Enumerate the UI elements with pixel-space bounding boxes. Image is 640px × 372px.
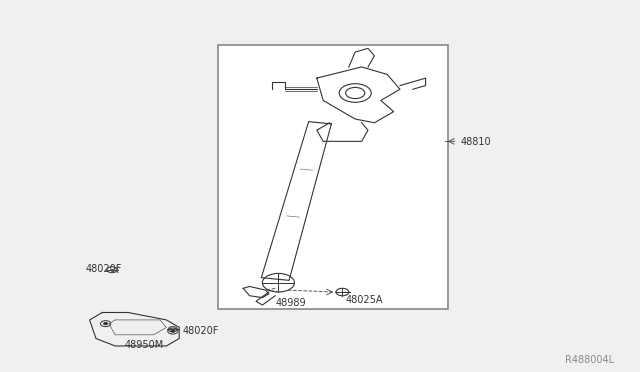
Circle shape [171, 330, 175, 332]
Text: 48025A: 48025A [346, 295, 383, 305]
Text: 48989: 48989 [275, 298, 306, 308]
Text: 48020F: 48020F [182, 326, 219, 336]
Text: 48020F: 48020F [85, 264, 122, 274]
Bar [218, 45, 448, 309]
Text: 48810: 48810 [461, 137, 492, 147]
Circle shape [104, 323, 108, 325]
Text: R488004L: R488004L [565, 355, 614, 365]
Text: 48950M: 48950M [125, 340, 164, 350]
